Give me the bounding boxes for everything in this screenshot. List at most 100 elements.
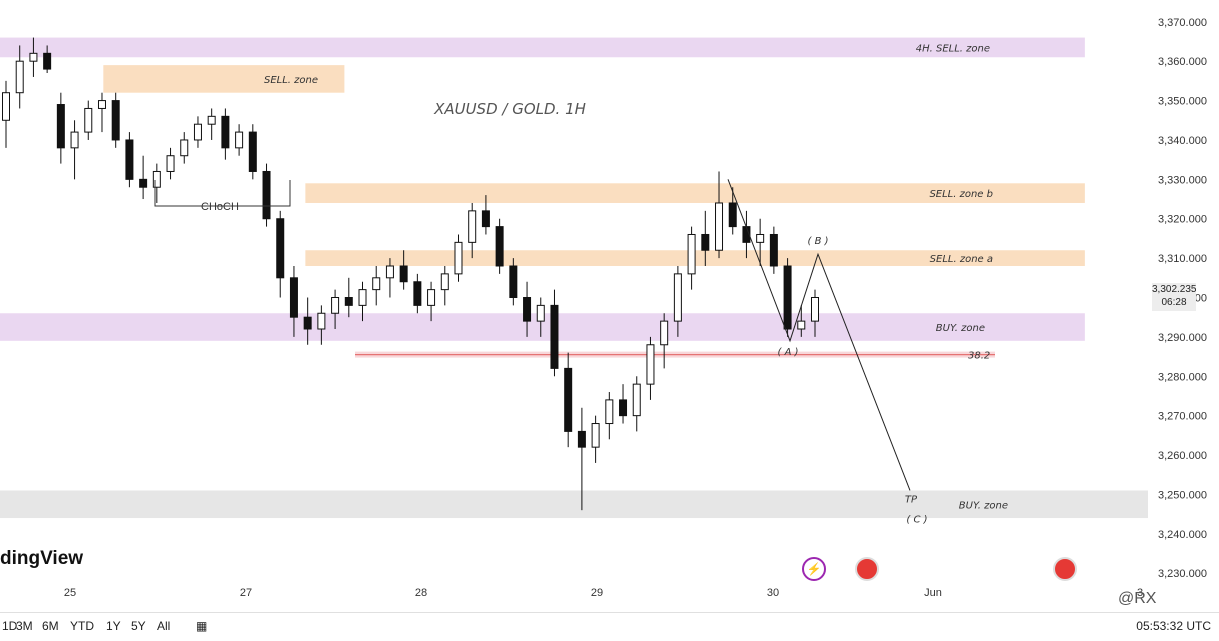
y-tick-label: 3,350.000 bbox=[1158, 96, 1207, 108]
candle-body bbox=[701, 233, 710, 251]
zone-box bbox=[0, 37, 1085, 58]
candle bbox=[783, 258, 792, 337]
candle-body bbox=[577, 430, 586, 448]
chart-title: XAUUSD / GOLD. 1H bbox=[433, 100, 586, 118]
candle-body bbox=[797, 320, 806, 330]
candle-body bbox=[523, 297, 532, 322]
candle bbox=[797, 305, 806, 337]
candle-body bbox=[427, 289, 436, 306]
tf-all[interactable]: All bbox=[157, 619, 171, 633]
candle bbox=[317, 305, 326, 345]
tradingview-logo: dingView bbox=[0, 548, 84, 569]
candle bbox=[344, 277, 353, 318]
tp-label: TP bbox=[905, 494, 918, 505]
candle bbox=[523, 281, 532, 337]
candle-body bbox=[715, 202, 724, 251]
wave-path bbox=[727, 179, 911, 491]
candle bbox=[440, 265, 449, 306]
candle-body bbox=[372, 277, 381, 291]
y-tick-label: 3,340.000 bbox=[1158, 135, 1207, 147]
candle bbox=[70, 120, 79, 180]
y-tick-label: 3,250.000 bbox=[1158, 489, 1207, 501]
candle bbox=[248, 124, 257, 180]
us-flag-icon[interactable] bbox=[1053, 557, 1077, 581]
candle bbox=[550, 289, 559, 377]
candle-body bbox=[235, 131, 244, 149]
tf-5y[interactable]: 5Y bbox=[131, 619, 146, 633]
candle-body bbox=[166, 155, 175, 172]
wave-c-label: ( C ) bbox=[906, 514, 927, 525]
us-flag-icon[interactable] bbox=[855, 557, 879, 581]
candle bbox=[605, 392, 614, 440]
candle-body bbox=[619, 399, 628, 417]
candle-body bbox=[97, 100, 106, 109]
candle-body bbox=[564, 367, 573, 432]
candle bbox=[577, 407, 586, 511]
candle-body bbox=[687, 233, 696, 275]
candle-body bbox=[605, 399, 614, 425]
candle-body bbox=[385, 265, 394, 279]
x-tick-label: 30 bbox=[767, 587, 779, 599]
wave-a-label: ( A ) bbox=[777, 347, 798, 358]
candle bbox=[125, 132, 134, 188]
choch-line bbox=[154, 180, 291, 207]
x-axis: 25 27 28 29 30 Jun 3 bbox=[64, 587, 1143, 599]
tf-1d[interactable]: 1D bbox=[2, 619, 18, 633]
candle bbox=[646, 336, 655, 400]
x-tick-label: 25 bbox=[64, 587, 76, 599]
calendar-icon[interactable]: ▦ bbox=[196, 619, 208, 633]
candle-body bbox=[399, 265, 408, 283]
candle-body bbox=[756, 233, 765, 243]
candle-body bbox=[111, 100, 120, 141]
candle-body bbox=[56, 104, 65, 149]
candle bbox=[235, 124, 244, 156]
y-tick-label: 3,330.000 bbox=[1158, 174, 1207, 186]
candle bbox=[207, 108, 216, 140]
overlay-layer: CHoCH ( A ) ( B ) ( C ) TP bbox=[154, 179, 928, 525]
fib-label: 38.2 bbox=[968, 351, 990, 362]
event-icon[interactable]: ⚡ bbox=[802, 557, 826, 581]
candle bbox=[2, 80, 10, 148]
candle bbox=[564, 352, 573, 448]
y-tick-label: 3,360.000 bbox=[1158, 56, 1207, 68]
x-tick-label: 29 bbox=[591, 587, 603, 599]
candle bbox=[413, 273, 422, 314]
y-tick-label: 3,290.000 bbox=[1158, 332, 1207, 344]
zone-label: BUY. zone bbox=[959, 500, 1008, 511]
candle bbox=[811, 289, 819, 337]
candle-body bbox=[509, 265, 518, 299]
zone-box bbox=[305, 183, 1085, 203]
watermark: @RX bbox=[1118, 590, 1157, 607]
candle-body bbox=[495, 226, 504, 267]
x-tick-label: 28 bbox=[415, 587, 427, 599]
y-tick-label: 3,370.000 bbox=[1158, 17, 1207, 29]
x-tick-label: 27 bbox=[240, 587, 252, 599]
candle-body bbox=[221, 115, 230, 149]
candle bbox=[715, 171, 724, 259]
candle-body bbox=[673, 273, 682, 322]
x-tick-label: Jun bbox=[924, 587, 942, 599]
candle-body bbox=[344, 297, 353, 306]
candle-body bbox=[152, 170, 161, 188]
candle bbox=[56, 92, 65, 164]
tf-ytd[interactable]: YTD bbox=[70, 619, 94, 633]
y-tick-label: 3,320.000 bbox=[1158, 214, 1207, 226]
candle-body bbox=[207, 115, 216, 125]
zone-label: 4H. SELL. zone bbox=[916, 43, 990, 54]
candle bbox=[509, 258, 518, 306]
candle-body bbox=[632, 383, 641, 417]
candle-body bbox=[15, 60, 24, 94]
candle bbox=[660, 313, 669, 369]
y-tick-label: 3,260.000 bbox=[1158, 450, 1207, 462]
tf-3m[interactable]: 3M bbox=[16, 619, 33, 633]
tf-6m[interactable]: 6M bbox=[42, 619, 59, 633]
tf-1y[interactable]: 1Y bbox=[106, 619, 121, 633]
candles-layer bbox=[2, 37, 819, 511]
zones-layer: 4H. SELL. zone SELL. zone SELL. zone b SELL… bbox=[0, 37, 1148, 519]
candle bbox=[591, 415, 600, 463]
candle bbox=[111, 92, 120, 148]
utc-clock: 05:53:32 UTC bbox=[1136, 619, 1211, 633]
price-chart[interactable]: 4H. SELL. zone SELL. zone SELL. zone b SELL… bbox=[0, 0, 1219, 612]
candle bbox=[481, 195, 490, 235]
candle bbox=[427, 281, 436, 322]
